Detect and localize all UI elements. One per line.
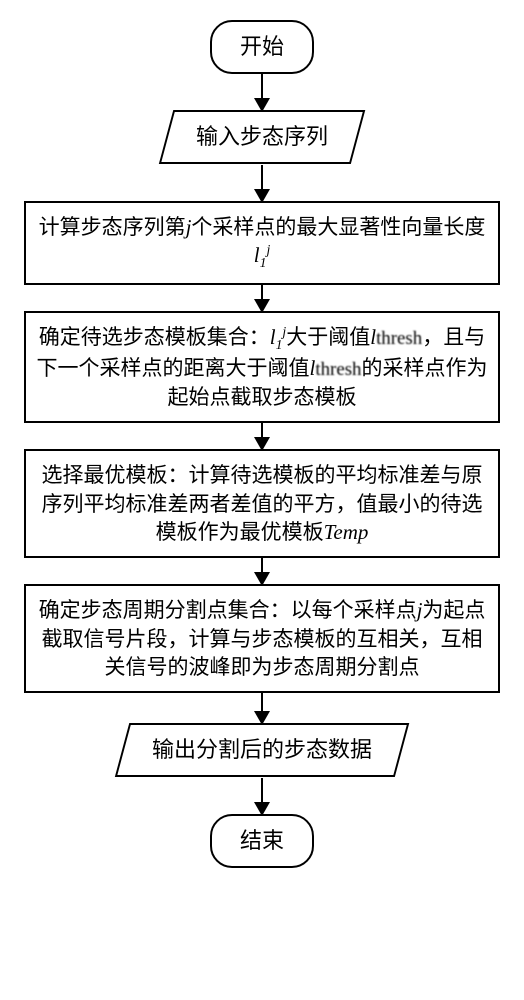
end-label: 结束 (240, 828, 284, 853)
arrow (261, 693, 263, 723)
arrow (261, 423, 263, 449)
arrow (261, 778, 263, 814)
process-3: 选择最优模板：计算待选模板的平均标准差与原序列平均标准差两者差值的平方，值最小的… (24, 449, 500, 558)
start-label: 开始 (240, 34, 284, 59)
input-node: 输入步态序列 (159, 110, 366, 164)
process-4: 确定步态周期分割点集合：以每个采样点j为起点截取信号片段，计算与步态模板的互相关… (24, 584, 500, 693)
arrow (261, 74, 263, 110)
process-1: 计算步态序列第j个采样点的最大显著性向量长度l1j (24, 201, 500, 285)
arrow (261, 558, 263, 584)
end-node: 结束 (210, 814, 314, 868)
process-2: 确定待选步态模板集合：l1j大于阈值lthresh，且与下一个采样点的距离大于阈… (24, 311, 500, 423)
output-node: 输出分割后的步态数据 (115, 723, 410, 777)
flowchart-container: 开始 输入步态序列 计算步态序列第j个采样点的最大显著性向量长度l1j 确定待选… (0, 0, 524, 888)
arrow (261, 285, 263, 311)
arrow (261, 165, 263, 201)
start-node: 开始 (210, 20, 314, 74)
output-label: 输出分割后的步态数据 (152, 737, 372, 763)
input-label: 输入步态序列 (196, 124, 328, 150)
